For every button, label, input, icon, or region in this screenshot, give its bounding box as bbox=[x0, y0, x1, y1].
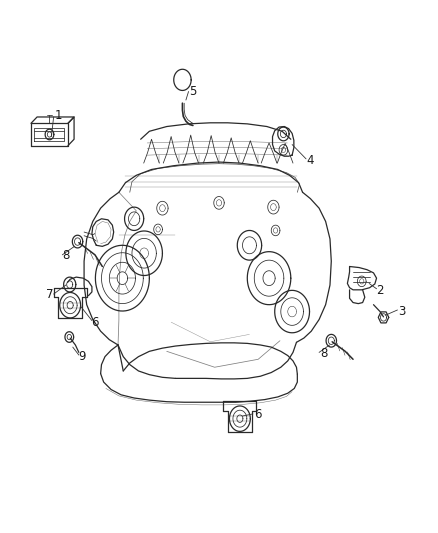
Text: 6: 6 bbox=[254, 408, 262, 422]
Text: 1: 1 bbox=[54, 109, 62, 122]
Text: 6: 6 bbox=[91, 316, 99, 329]
Text: 2: 2 bbox=[376, 284, 384, 297]
Text: 8: 8 bbox=[62, 249, 70, 262]
Text: 7: 7 bbox=[46, 288, 54, 301]
Text: 3: 3 bbox=[398, 305, 406, 318]
Text: 4: 4 bbox=[307, 154, 314, 167]
Text: 8: 8 bbox=[321, 348, 328, 360]
Text: 5: 5 bbox=[189, 85, 197, 98]
Text: 9: 9 bbox=[78, 350, 86, 363]
